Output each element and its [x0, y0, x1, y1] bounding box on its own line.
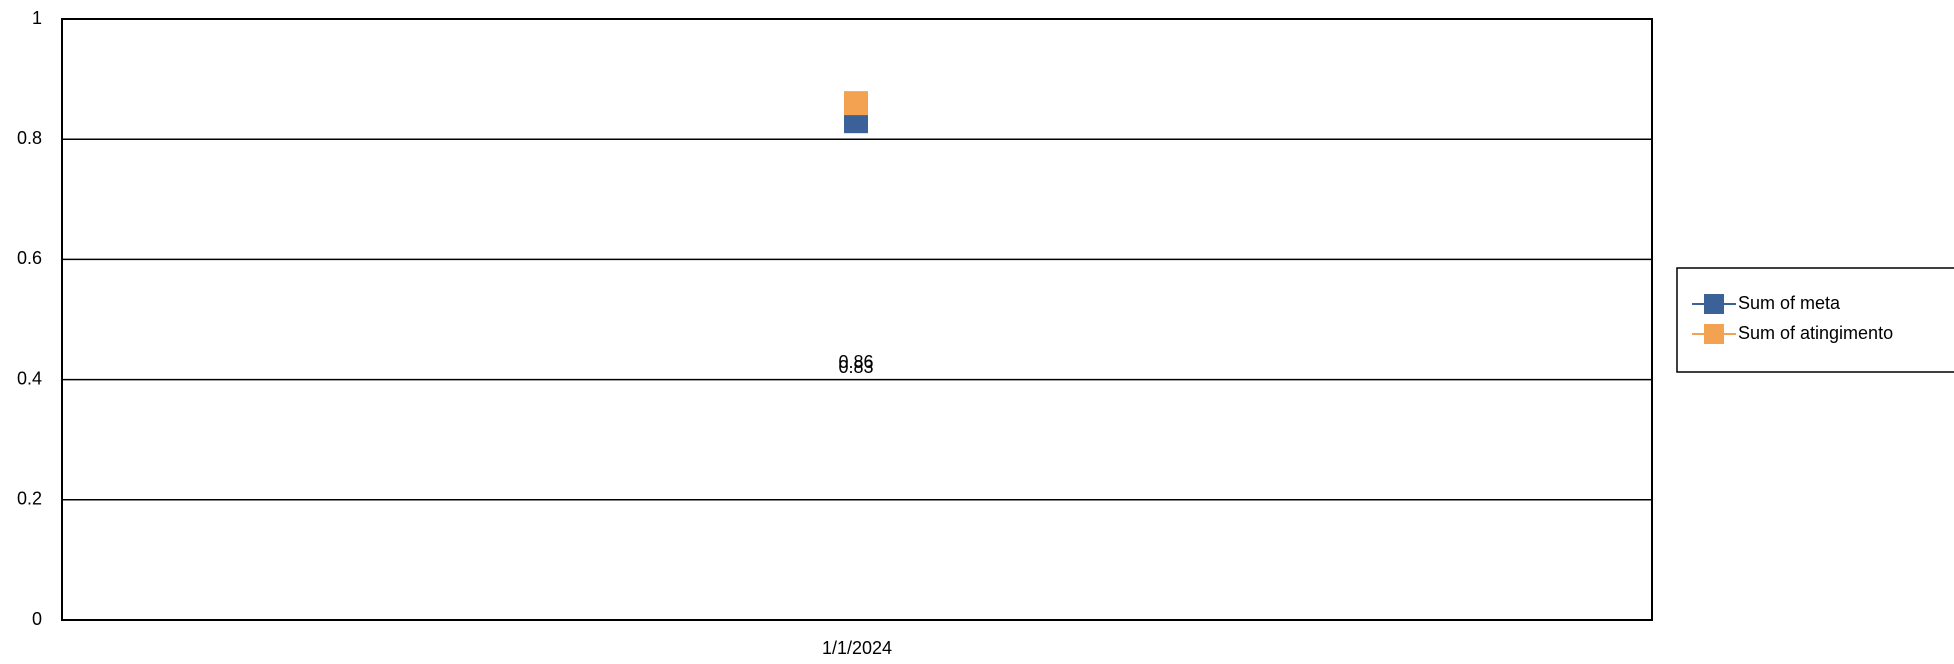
y-axis-tick-labels: 0 0.2 0.4 0.6 0.8 1	[17, 8, 42, 629]
legend-box	[1676, 267, 1954, 373]
y-tick-label: 0.2	[17, 489, 42, 509]
series-markers	[844, 91, 868, 134]
gridlines	[62, 138, 1652, 501]
legend-marker	[1704, 294, 1724, 314]
y-tick-label: 0.8	[17, 128, 42, 148]
plot-area	[61, 18, 1653, 621]
data-label: 0.83	[838, 357, 873, 377]
y-tick-label: 0.4	[17, 368, 42, 388]
x-axis-tick-labels: 1/1/2024	[822, 638, 892, 658]
legend-label: Sum of meta	[1738, 293, 1841, 313]
y-tick-label: 0.6	[17, 248, 42, 268]
y-tick-label: 0	[32, 609, 42, 629]
legend-label: Sum of atingimento	[1738, 323, 1893, 343]
legend: Sum of meta Sum of atingimento	[1676, 267, 1954, 373]
legend-marker	[1704, 324, 1724, 344]
legend-items: Sum of meta Sum of atingimento	[1692, 293, 1893, 344]
series-marker	[844, 91, 868, 116]
y-tick-label: 1	[32, 8, 42, 28]
data-label: 0.86	[838, 352, 873, 372]
data-labels: 0.830.86	[838, 352, 873, 377]
x-tick-label: 1/1/2024	[822, 638, 892, 658]
